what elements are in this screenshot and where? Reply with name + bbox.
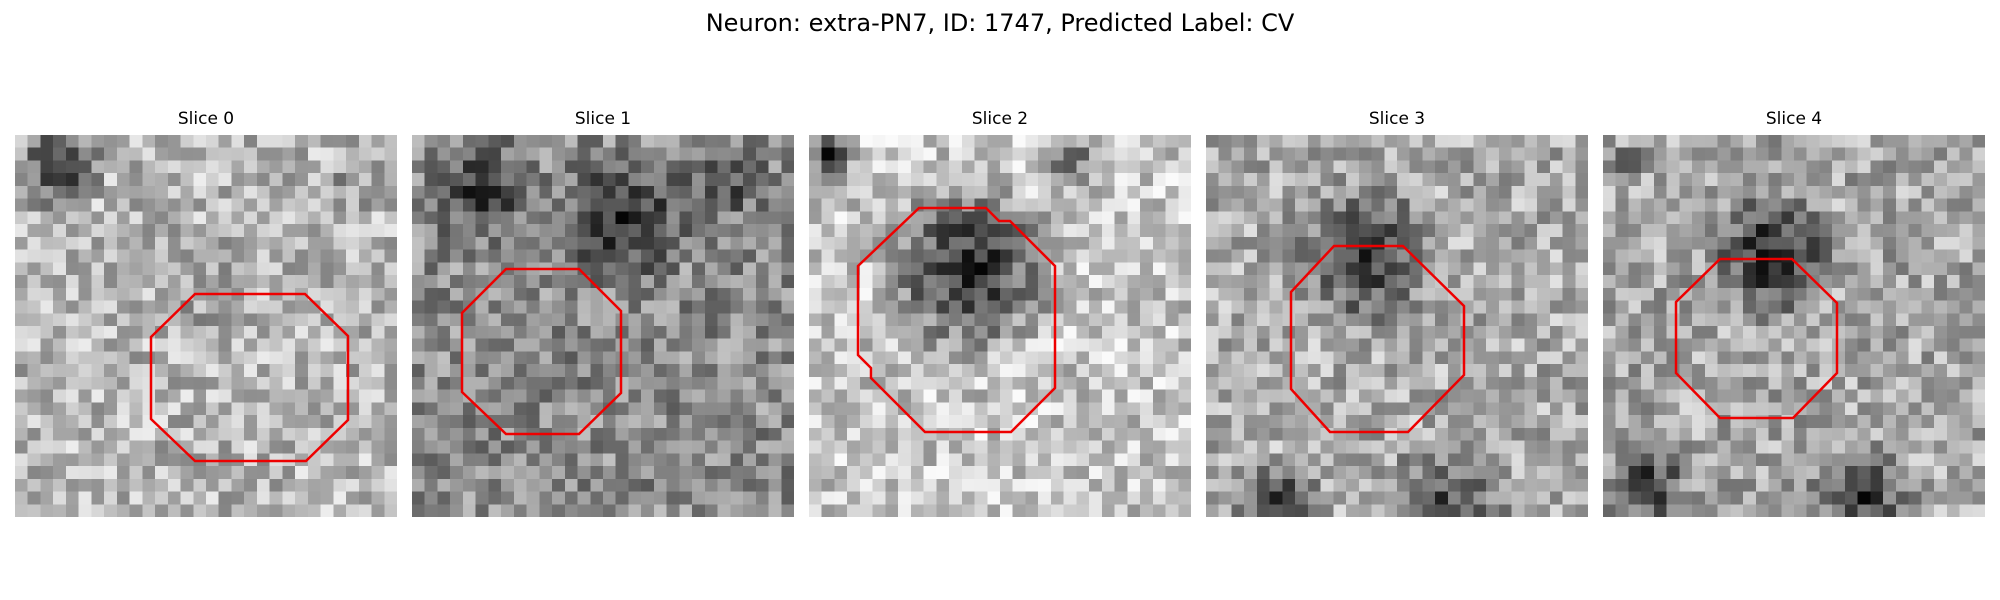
grayscale-slice-image	[809, 135, 1191, 517]
roi-outline	[149, 292, 350, 463]
roi-outline	[1674, 257, 1839, 420]
roi-outline	[460, 267, 623, 436]
slice-panel-1: Slice 1	[412, 108, 794, 517]
slice-title: Slice 1	[574, 109, 632, 129]
grayscale-slice-image	[15, 135, 397, 517]
slice-image	[15, 135, 397, 517]
roi-outline	[856, 206, 1057, 434]
slice-panel-0: Slice 0	[15, 108, 397, 517]
slice-image	[1206, 135, 1588, 517]
slice-title: Slice 0	[177, 109, 235, 129]
outline-overlay	[149, 292, 350, 463]
outline-overlay	[1674, 257, 1839, 420]
slice-title: Slice 4	[1765, 109, 1823, 129]
slice-image	[809, 135, 1191, 517]
slice-title: Slice 3	[1368, 109, 1426, 129]
slice-title: Slice 2	[971, 109, 1029, 129]
figure-title: Neuron: extra-PN7, ID: 1747, Predicted L…	[705, 9, 1295, 37]
grayscale-slice-image	[412, 135, 794, 517]
slice-image	[412, 135, 794, 517]
grayscale-slice-image	[1603, 135, 1985, 517]
outline-overlay	[460, 267, 623, 436]
outline-overlay	[856, 206, 1057, 434]
grayscale-slice-image	[1206, 135, 1588, 517]
slice-panel-4: Slice 4	[1603, 108, 1985, 517]
roi-outline	[1289, 244, 1466, 434]
outline-overlay	[1289, 244, 1466, 434]
slice-image	[1603, 135, 1985, 517]
slice-panel-3: Slice 3	[1206, 108, 1588, 517]
slice-panel-2: Slice 2	[809, 108, 1191, 517]
